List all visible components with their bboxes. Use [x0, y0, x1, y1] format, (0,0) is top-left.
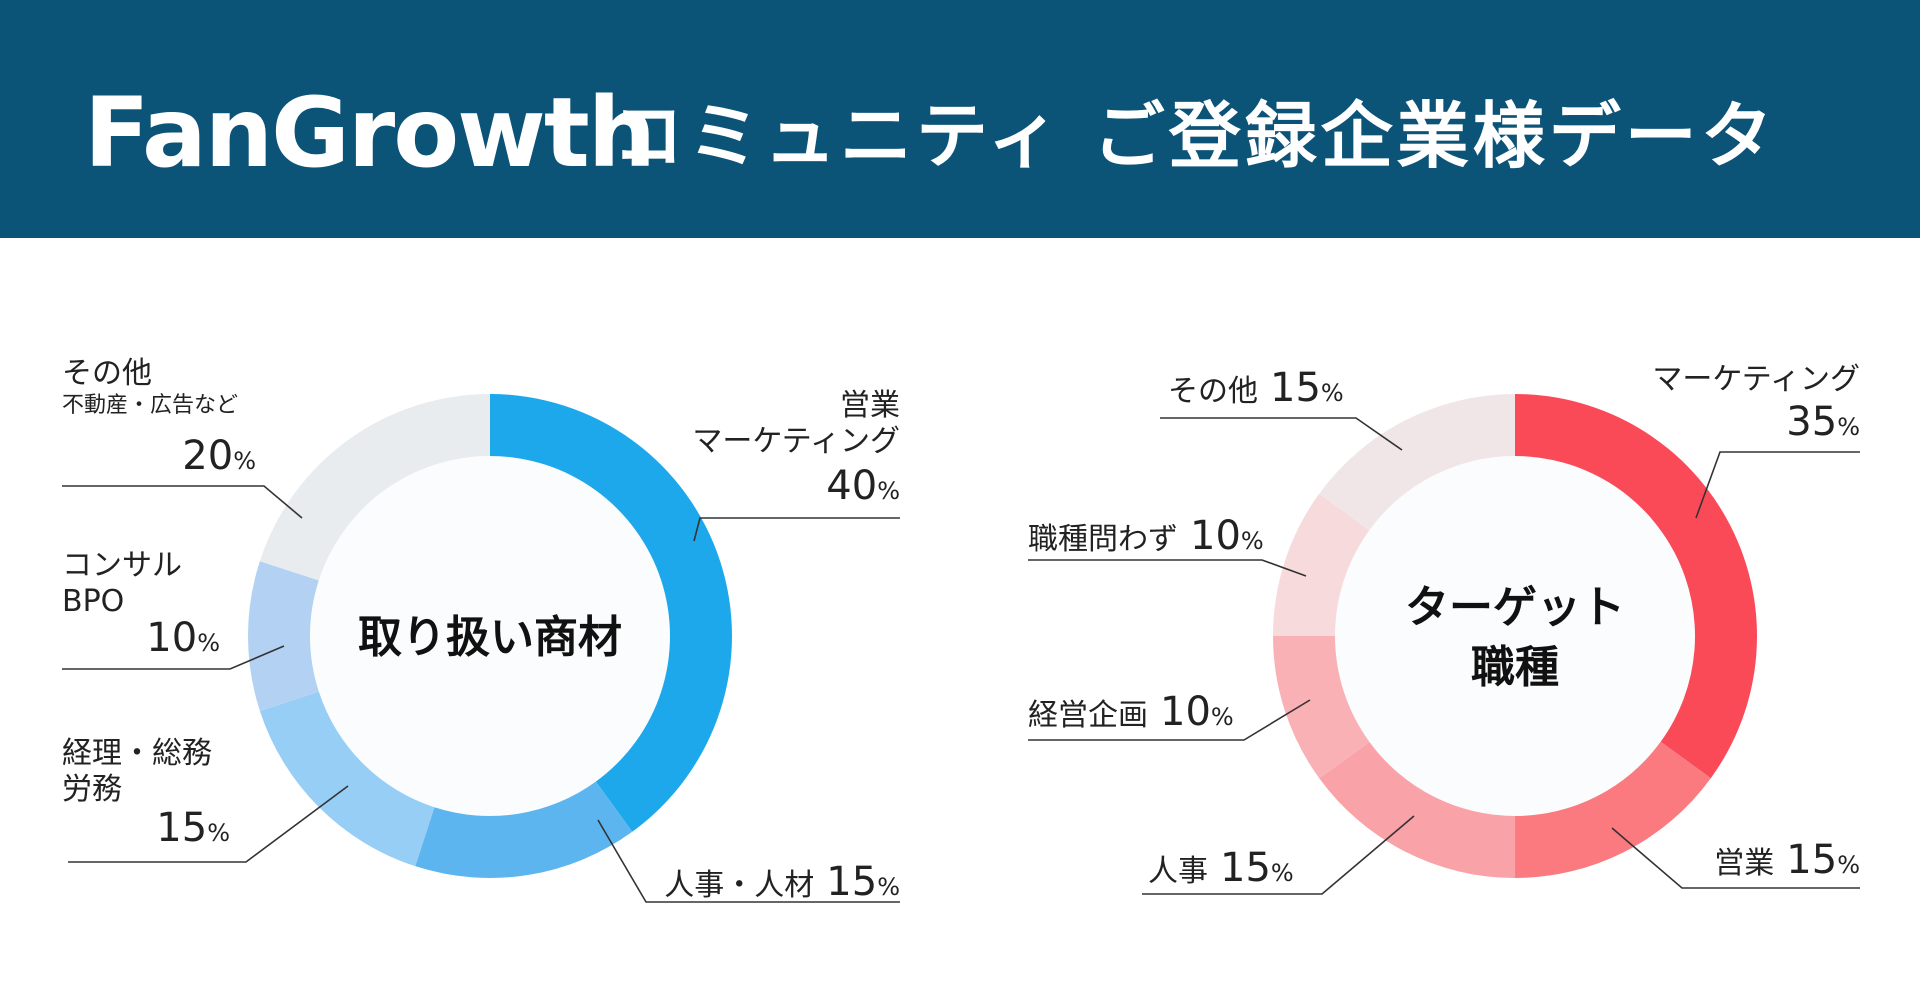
chart-title: 職種 [1471, 642, 1559, 693]
slice-label: 職種問わず 10% [1028, 514, 1264, 558]
donut-slice [415, 781, 633, 878]
slice-name: 人事 [1148, 854, 1208, 889]
donut-slice [1319, 394, 1515, 531]
page-title: コミュニティ ご登録企業様データ [612, 94, 1777, 178]
percent-sign: % [877, 873, 900, 901]
leader-line [1142, 815, 1415, 895]
slice-sub-name: 不動産・広告など [62, 393, 239, 418]
donut-slice [1273, 636, 1370, 779]
fangrowth-logo: FanGrowth [84, 77, 656, 189]
donut-slice [1319, 741, 1515, 878]
slice-name: 営業 [840, 388, 900, 423]
slice-percent-label: 15% [156, 806, 230, 850]
percent-sign: % [207, 819, 230, 847]
slice-percent: 15 [1270, 365, 1321, 411]
leader-line [693, 517, 900, 542]
slice-name: その他 [1168, 374, 1258, 409]
slice-percent: 15 [156, 805, 208, 851]
slice-percent: 15 [1220, 845, 1271, 891]
slice-percent-label: 35% [1786, 400, 1860, 444]
percent-sign: % [1240, 527, 1264, 555]
chart-title: ターゲット [1405, 582, 1625, 633]
leader-line [597, 819, 900, 903]
slice-name: 人事・人材 [664, 868, 815, 903]
slice-label: 経営企画 10% [1028, 690, 1234, 734]
donut-slice [1272, 493, 1370, 636]
percent-sign: % [1837, 413, 1860, 441]
header-banner: FanGrowth コミュニティ ご登録企業様データ [0, 0, 1920, 238]
slice-percent-label: 40% [826, 464, 900, 508]
donut-chart-products: 取り扱い商材 [62, 394, 900, 903]
percent-sign: % [233, 447, 256, 475]
slice-name: マーケティング [1652, 362, 1860, 397]
percent-sign: % [197, 629, 220, 657]
donut-slice [490, 394, 732, 832]
donut-center [310, 456, 670, 816]
slice-percent: 10 [1190, 513, 1241, 559]
slice-name: 営業 [1714, 846, 1775, 881]
slice-name: 経理・総務 [62, 736, 212, 771]
slice-percent: 40 [826, 463, 878, 509]
slice-label: 営業 15% [1714, 838, 1860, 882]
leader-line [68, 785, 349, 863]
slice-name: その他 [62, 356, 152, 391]
slice-percent: 35 [1786, 399, 1838, 445]
slice-percent: 15 [826, 859, 878, 905]
percent-sign: % [1320, 379, 1344, 407]
leader-line [1160, 417, 1403, 451]
percent-sign: % [1837, 851, 1860, 879]
slice-percent: 15 [1786, 837, 1838, 883]
leader-line [1695, 451, 1860, 519]
slice-name: 職種問わず [1028, 522, 1178, 557]
slice-name: BPO [62, 584, 125, 619]
slice-percent: 10 [146, 615, 198, 661]
donut-slice [259, 691, 435, 867]
percent-sign: % [1210, 703, 1234, 731]
slice-name: 経営企画 [1028, 698, 1148, 733]
donut-slice [1515, 741, 1711, 878]
slice-name: 労務 [62, 772, 122, 807]
slice-label: その他 15% [1168, 366, 1344, 410]
leader-line [62, 645, 285, 670]
percent-sign: % [877, 477, 900, 505]
donut-slice [248, 561, 319, 711]
slice-name: コンサル [62, 548, 182, 583]
donut-slice [1515, 394, 1757, 779]
leader-line [1028, 559, 1307, 577]
slice-percent: 10 [1160, 689, 1211, 735]
leader-line [62, 485, 303, 519]
percent-sign: % [1270, 859, 1294, 887]
chart-title: 取り扱い商材 [358, 612, 622, 663]
slice-label: 人事・人材 15% [664, 860, 900, 904]
slice-name: マーケティング [692, 424, 900, 459]
leader-line [1611, 827, 1860, 889]
slice-percent-label: 20% [182, 434, 256, 478]
donut-center [1335, 456, 1695, 816]
donut-slice [259, 394, 490, 581]
leader-line [1028, 699, 1311, 741]
slice-percent-label: 10% [146, 616, 220, 660]
slice-label: 人事 15% [1148, 846, 1294, 890]
slice-percent: 20 [182, 433, 234, 479]
